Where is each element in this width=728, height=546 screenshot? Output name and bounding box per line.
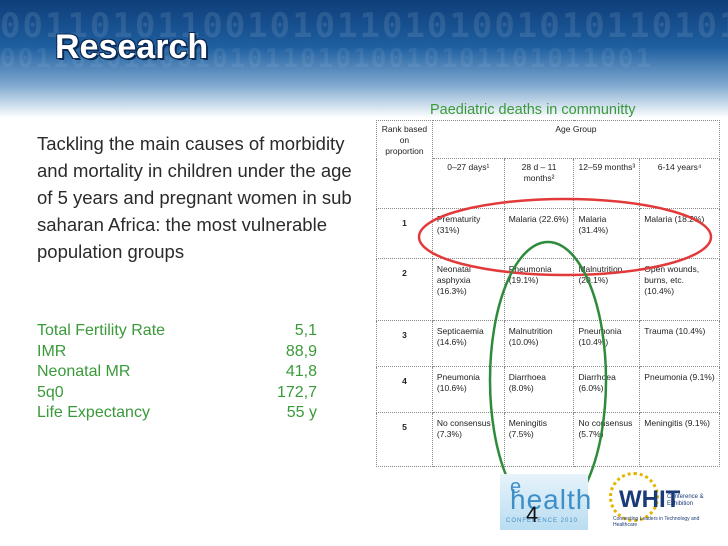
rank-cell: 4 bbox=[376, 366, 433, 413]
header-binary-pattern-2: 0011010110010101101010010101101011001 bbox=[0, 44, 654, 74]
header-binary-pattern: 0011010110010101101010010101101011001 bbox=[0, 6, 728, 46]
table-cell: Pneumonia (10.6%) bbox=[431, 366, 505, 413]
stat-row: Life Expectancy 55 y bbox=[37, 404, 317, 425]
column-header: 0–27 days¹ bbox=[431, 158, 505, 209]
stat-value: 172,7 bbox=[276, 383, 317, 401]
table-cell: Malnutrition (20.1%) bbox=[573, 258, 641, 321]
age-group-header: Age Group bbox=[431, 120, 721, 159]
whit-subtitle: Conference & Exhibition bbox=[667, 494, 704, 507]
column-header: 28 d – 11 months² bbox=[503, 158, 575, 209]
table-cell: Meningitis (9.1%) bbox=[639, 412, 720, 467]
table-cell: No consensus (5.7%) bbox=[573, 412, 641, 467]
rank-cell: 2 bbox=[376, 258, 433, 321]
table-row: 5 No consensus (7.3%) Meningitis (7.5%) … bbox=[376, 412, 720, 467]
table-cell: Pneumonia (9.1%) bbox=[639, 366, 720, 413]
intro-text: Tackling the main causes of morbidity an… bbox=[37, 133, 352, 262]
paediatric-deaths-table: Rank based on proportion Age Group 0–27 … bbox=[376, 120, 721, 467]
table-row: 2 Neonatal asphyxia (16.3%) Pneumonia (1… bbox=[376, 258, 720, 321]
stat-label: 5q0 bbox=[37, 383, 64, 401]
whit-wordmark: WHIT bbox=[619, 486, 681, 513]
rank-cell: 5 bbox=[376, 412, 433, 467]
stat-value: 5,1 bbox=[294, 322, 317, 339]
star-ring-icon bbox=[609, 472, 659, 522]
table-cell: Meningitis (7.5%) bbox=[503, 412, 575, 467]
table-row: 4 Pneumonia (10.6%) Diarrhoea (8.0%) Dia… bbox=[376, 366, 720, 413]
rank-header: Rank based on proportion bbox=[376, 120, 433, 209]
stat-label: IMR bbox=[37, 342, 67, 360]
slide-header: 0011010110010101101010010101101011001 00… bbox=[0, 0, 728, 118]
stat-label: Life Expectancy bbox=[37, 404, 150, 422]
stats-list: Total Fertility Rate 5,1 IMR 88,9 Neonat… bbox=[37, 322, 317, 425]
stat-row: Neonatal MR 41,8 bbox=[37, 363, 317, 384]
table-cell: Prematurity (31%) bbox=[431, 208, 505, 259]
logo-health: health bbox=[510, 484, 593, 515]
stat-value: 88,9 bbox=[285, 342, 317, 360]
whit-logo: WHIT Conference & Exhibition Connecting … bbox=[605, 472, 721, 536]
table-cell: Septicaemia (14.6%) bbox=[431, 320, 505, 367]
stat-label: Total Fertility Rate bbox=[37, 322, 166, 339]
table-cell: Malaria (31.4%) bbox=[573, 208, 641, 259]
whit-tagline: Connecting Leaders in Technology and Hea… bbox=[613, 516, 700, 528]
column-header: 6-14 years⁴ bbox=[639, 158, 720, 209]
rank-cell: 3 bbox=[376, 320, 433, 367]
table-header-row: Rank based on proportion Age Group bbox=[376, 120, 721, 209]
table-cell: Diarrhoea (8.0%) bbox=[503, 366, 575, 413]
stat-row: Total Fertility Rate 5,1 bbox=[37, 322, 317, 343]
page-number: 4 bbox=[526, 502, 539, 527]
ehealth-conference-logo: e health CONFERENCE 2010 bbox=[500, 474, 591, 530]
stat-value: 41,8 bbox=[285, 363, 317, 381]
table-cell: Malaria (18.2%) bbox=[639, 208, 720, 259]
table-cell: Malnutrition (10.0%) bbox=[503, 320, 575, 367]
stat-row: IMR 88,9 bbox=[37, 343, 317, 364]
column-header: 12–59 months³ bbox=[573, 158, 641, 209]
table-cell: Diarrhoea (6.0%) bbox=[573, 366, 641, 413]
table-cell: Neonatal asphyxia (16.3%) bbox=[431, 258, 505, 321]
stat-value: 55 y bbox=[286, 404, 317, 422]
table-cell: Open wounds, burns, etc. (10.4%) bbox=[639, 258, 720, 321]
table-cell: Trauma (10.4%) bbox=[639, 320, 720, 367]
rank-cell: 1 bbox=[376, 208, 433, 259]
logo-e: e bbox=[510, 476, 522, 498]
table-cell: Malaria (22.6%) bbox=[503, 208, 575, 259]
table-row: 3 Septicaemia (14.6%) Malnutrition (10.0… bbox=[376, 320, 720, 367]
table-cell: Pneumonia (19.1%) bbox=[503, 258, 575, 321]
table-caption: Paediatric deaths in communitty bbox=[430, 102, 636, 118]
slide-title: Research bbox=[55, 28, 209, 66]
logo-conference-text: CONFERENCE 2010 bbox=[506, 518, 579, 524]
table-cell: No consensus (7.3%) bbox=[431, 412, 505, 467]
table-cell: Pneumonia (10.4%) bbox=[573, 320, 641, 367]
stat-row: 5q0 172,7 bbox=[37, 384, 317, 405]
table-row: 1 Prematurity (31%) Malaria (22.6%) Mala… bbox=[376, 208, 720, 259]
stat-label: Neonatal MR bbox=[37, 363, 131, 381]
